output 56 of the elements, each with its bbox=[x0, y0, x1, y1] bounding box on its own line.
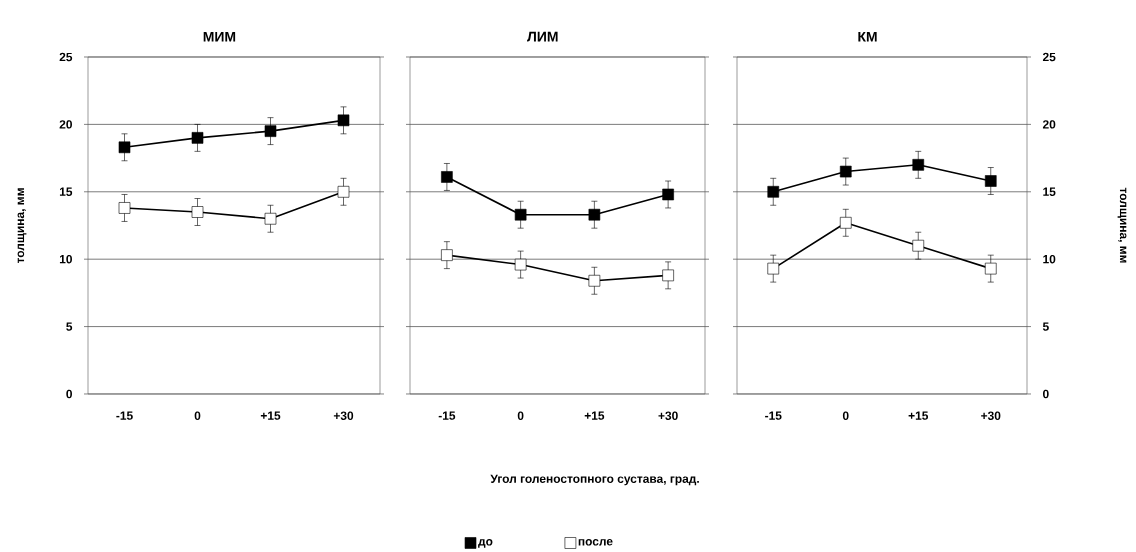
point bbox=[912, 239, 925, 252]
point bbox=[337, 185, 350, 198]
y2-tick-label: 15 bbox=[1043, 187, 1056, 196]
x-tick-label: +30 bbox=[333, 411, 354, 420]
point bbox=[441, 171, 453, 183]
point bbox=[767, 262, 780, 275]
x-tick-label: -15 bbox=[116, 411, 133, 420]
y2-tick-label: 5 bbox=[1042, 322, 1049, 331]
point bbox=[264, 125, 277, 137]
point bbox=[264, 212, 277, 225]
legend-label: до bbox=[478, 539, 493, 548]
point bbox=[588, 208, 601, 221]
y-tick-label: 0 bbox=[66, 389, 72, 399]
point bbox=[767, 185, 780, 198]
point bbox=[588, 274, 601, 287]
x-tick-label: -15 bbox=[438, 411, 456, 420]
point bbox=[514, 258, 527, 271]
x-tick-label: +15 bbox=[908, 411, 929, 420]
y-tick-label: 20 bbox=[59, 120, 72, 129]
y2-tick-label: 0 bbox=[1043, 389, 1049, 399]
y2-tick-label: 20 bbox=[1042, 120, 1056, 129]
point bbox=[441, 249, 453, 261]
point bbox=[662, 269, 674, 282]
y-tick-label: 10 bbox=[59, 254, 72, 264]
point bbox=[984, 262, 997, 275]
point bbox=[118, 141, 131, 154]
chart-title: ЛИМ bbox=[527, 31, 558, 42]
point bbox=[118, 202, 131, 214]
chart-title: КМ bbox=[858, 31, 877, 42]
x-tick-label: 0 bbox=[517, 411, 524, 420]
x-tick-label: +30 bbox=[981, 411, 1001, 420]
x-axis-title: Угол голеностопного сустава, град. bbox=[490, 474, 699, 486]
point bbox=[912, 159, 925, 171]
y-tick-label: 25 bbox=[59, 52, 73, 62]
legend-label: после bbox=[578, 539, 613, 546]
y-tick-label: 15 bbox=[59, 187, 73, 196]
point bbox=[191, 132, 204, 144]
y2-tick-label: 25 bbox=[1042, 52, 1056, 62]
x-tick-label: 0 bbox=[842, 411, 849, 420]
point bbox=[839, 165, 852, 178]
y-tick-label: 5 bbox=[66, 322, 73, 331]
y-axis-title: толщина, мм bbox=[17, 188, 27, 264]
point bbox=[662, 188, 674, 201]
x-tick-label: +15 bbox=[260, 411, 281, 420]
y2-axis-title: толщина, мм bbox=[1117, 187, 1127, 263]
point bbox=[514, 208, 527, 221]
x-tick-label: -15 bbox=[765, 411, 782, 420]
x-tick-label: 0 bbox=[194, 411, 201, 420]
point bbox=[191, 206, 204, 218]
point bbox=[839, 216, 852, 229]
x-tick-label: +30 bbox=[658, 411, 678, 420]
point bbox=[337, 114, 350, 127]
y2-tick-label: 10 bbox=[1043, 254, 1056, 264]
x-tick-label: +15 bbox=[584, 411, 605, 420]
point bbox=[984, 175, 997, 187]
chart-title: МИМ bbox=[203, 31, 236, 42]
